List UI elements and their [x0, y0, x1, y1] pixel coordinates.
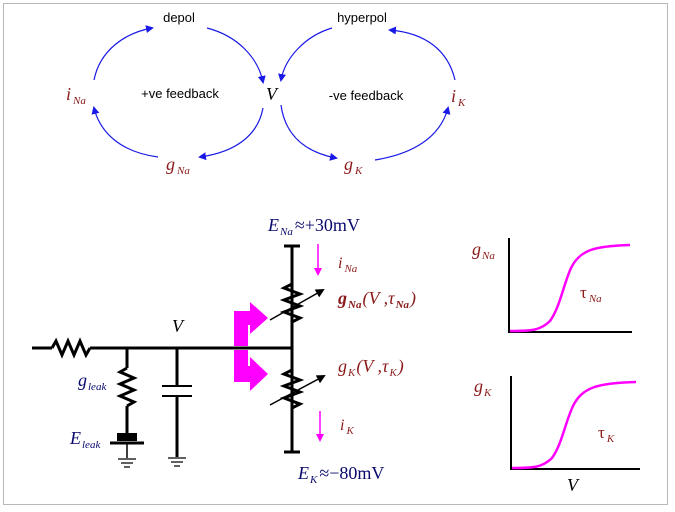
circuit-i-na-label: i Na — [338, 255, 358, 275]
k-gating-arrow-icon — [234, 350, 268, 391]
na-variable-arrow — [269, 289, 325, 321]
depol-label: depol — [163, 10, 195, 25]
arc-gk-to-ik — [374, 106, 451, 161]
positive-feedback-loop — [91, 25, 266, 161]
g-k-function-label: gK(V ,τK) — [338, 356, 404, 379]
capacitor-plates — [162, 385, 192, 397]
g-na-axes — [508, 238, 632, 333]
g-na-curve — [509, 243, 631, 333]
g-k-axes — [510, 376, 640, 470]
arc-ik-to-hyperpol — [388, 26, 456, 81]
arc-v-to-gna — [198, 107, 264, 161]
k-resistor — [279, 368, 305, 410]
circuit-diagram — [32, 244, 326, 468]
e-k-label: EK ≈−80mV — [297, 463, 384, 486]
loop-i-na-label: i Na — [66, 84, 86, 107]
e-leak-label: Eleak — [69, 428, 101, 451]
v-axis-label: V — [567, 475, 580, 495]
leak-battery-plate — [117, 433, 137, 441]
feedback-loops: depol hyperpol +ve feedback -ve feedback… — [66, 10, 466, 177]
slide-frame — [3, 3, 668, 505]
g-na-axis-label: gNa — [472, 239, 495, 262]
na-resistor — [279, 282, 305, 324]
tau-na-label: τ Na — [580, 283, 602, 305]
hyperpol-label: hyperpol — [337, 10, 387, 25]
negative-feedback-label: -ve feedback — [329, 88, 404, 103]
loop-v-label: V — [266, 84, 279, 104]
capacitor-ground-icon — [168, 457, 186, 467]
e-na-label: ENa ≈+30mV — [267, 215, 360, 238]
g-k-axis-label: gK — [474, 376, 492, 399]
leak-resistor — [116, 366, 138, 408]
negative-feedback-loop — [278, 26, 456, 161]
circuit-v-label: V — [172, 316, 185, 336]
g-na-function-label: gNa(V ,τNa) — [337, 288, 416, 311]
leak-ground-icon — [118, 458, 136, 468]
arc-ina-to-depol — [93, 25, 154, 81]
arc-gna-to-ina — [91, 106, 159, 158]
g-na-activation-graph: gNa τ Na — [472, 238, 632, 333]
g-leak-label: gleak — [78, 370, 107, 393]
input-resistor — [50, 337, 92, 359]
na-gating-arrow-icon — [234, 302, 268, 346]
loop-g-na-label: g Na — [166, 154, 190, 177]
g-k-curve — [511, 380, 637, 470]
arc-v-to-gk — [280, 104, 338, 161]
arc-hyperpol-to-v — [278, 27, 333, 82]
k-variable-arrow — [269, 375, 326, 406]
arc-depol-to-v — [206, 27, 266, 84]
positive-feedback-label: +ve feedback — [141, 86, 219, 101]
